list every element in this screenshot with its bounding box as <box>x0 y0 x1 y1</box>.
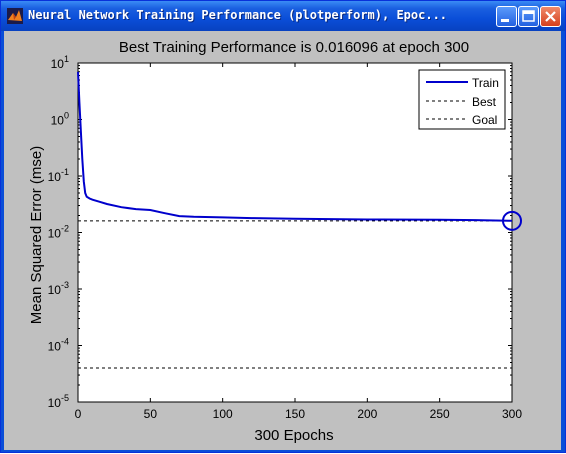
x-tick-label: 50 <box>144 407 158 421</box>
performance-plot[interactable]: Best Training Performance is 0.016096 at… <box>4 31 561 450</box>
plot-lines <box>77 63 522 402</box>
maximize-icon <box>522 10 535 22</box>
x-tick-label: 200 <box>357 407 377 421</box>
y-tick-label: 10-5 <box>48 393 69 410</box>
window-title: Neural Network Training Performance (plo… <box>28 8 448 22</box>
figure-area: Best Training Performance is 0.016096 at… <box>4 31 561 450</box>
x-tick-label: 100 <box>213 407 233 421</box>
minimize-button[interactable] <box>496 6 517 27</box>
legend-best-label: Best <box>472 95 497 109</box>
maximize-button[interactable] <box>518 6 539 27</box>
y-tick-label: 101 <box>51 54 69 71</box>
x-tick-label: 250 <box>430 407 450 421</box>
close-icon <box>545 11 556 22</box>
matlab-app-icon <box>7 8 23 24</box>
minimize-icon <box>501 19 509 22</box>
x-tick-labels: 0 50 100 150 200 250 300 <box>75 407 523 421</box>
close-button[interactable] <box>540 6 561 27</box>
best-point-marker <box>502 210 522 231</box>
x-axis-label: 300 Epochs <box>254 427 333 444</box>
legend-train-label: Train <box>472 76 499 90</box>
y-tick-label: 10-2 <box>48 224 69 241</box>
legend[interactable]: Train Best Goal <box>418 69 506 130</box>
y-axis-label: Mean Squared Error (mse) <box>28 146 45 324</box>
title-bar[interactable]: Neural Network Training Performance (plo… <box>1 1 565 31</box>
y-tick-label: 100 <box>51 111 69 128</box>
y-tick-label: 10-3 <box>48 280 69 297</box>
x-tick-label: 0 <box>75 407 82 421</box>
x-tick-label: 300 <box>502 407 522 421</box>
chart-title: Best Training Performance is 0.016096 at… <box>119 39 469 56</box>
train-line <box>77 71 513 222</box>
y-tick-label: 10-4 <box>48 337 69 354</box>
legend-goal-label: Goal <box>472 113 497 127</box>
y-tick-label: 10-1 <box>48 167 69 184</box>
x-tick-label: 150 <box>285 407 305 421</box>
y-tick-labels: 101 100 10-1 10-2 10-3 10-4 10-5 <box>48 54 69 410</box>
